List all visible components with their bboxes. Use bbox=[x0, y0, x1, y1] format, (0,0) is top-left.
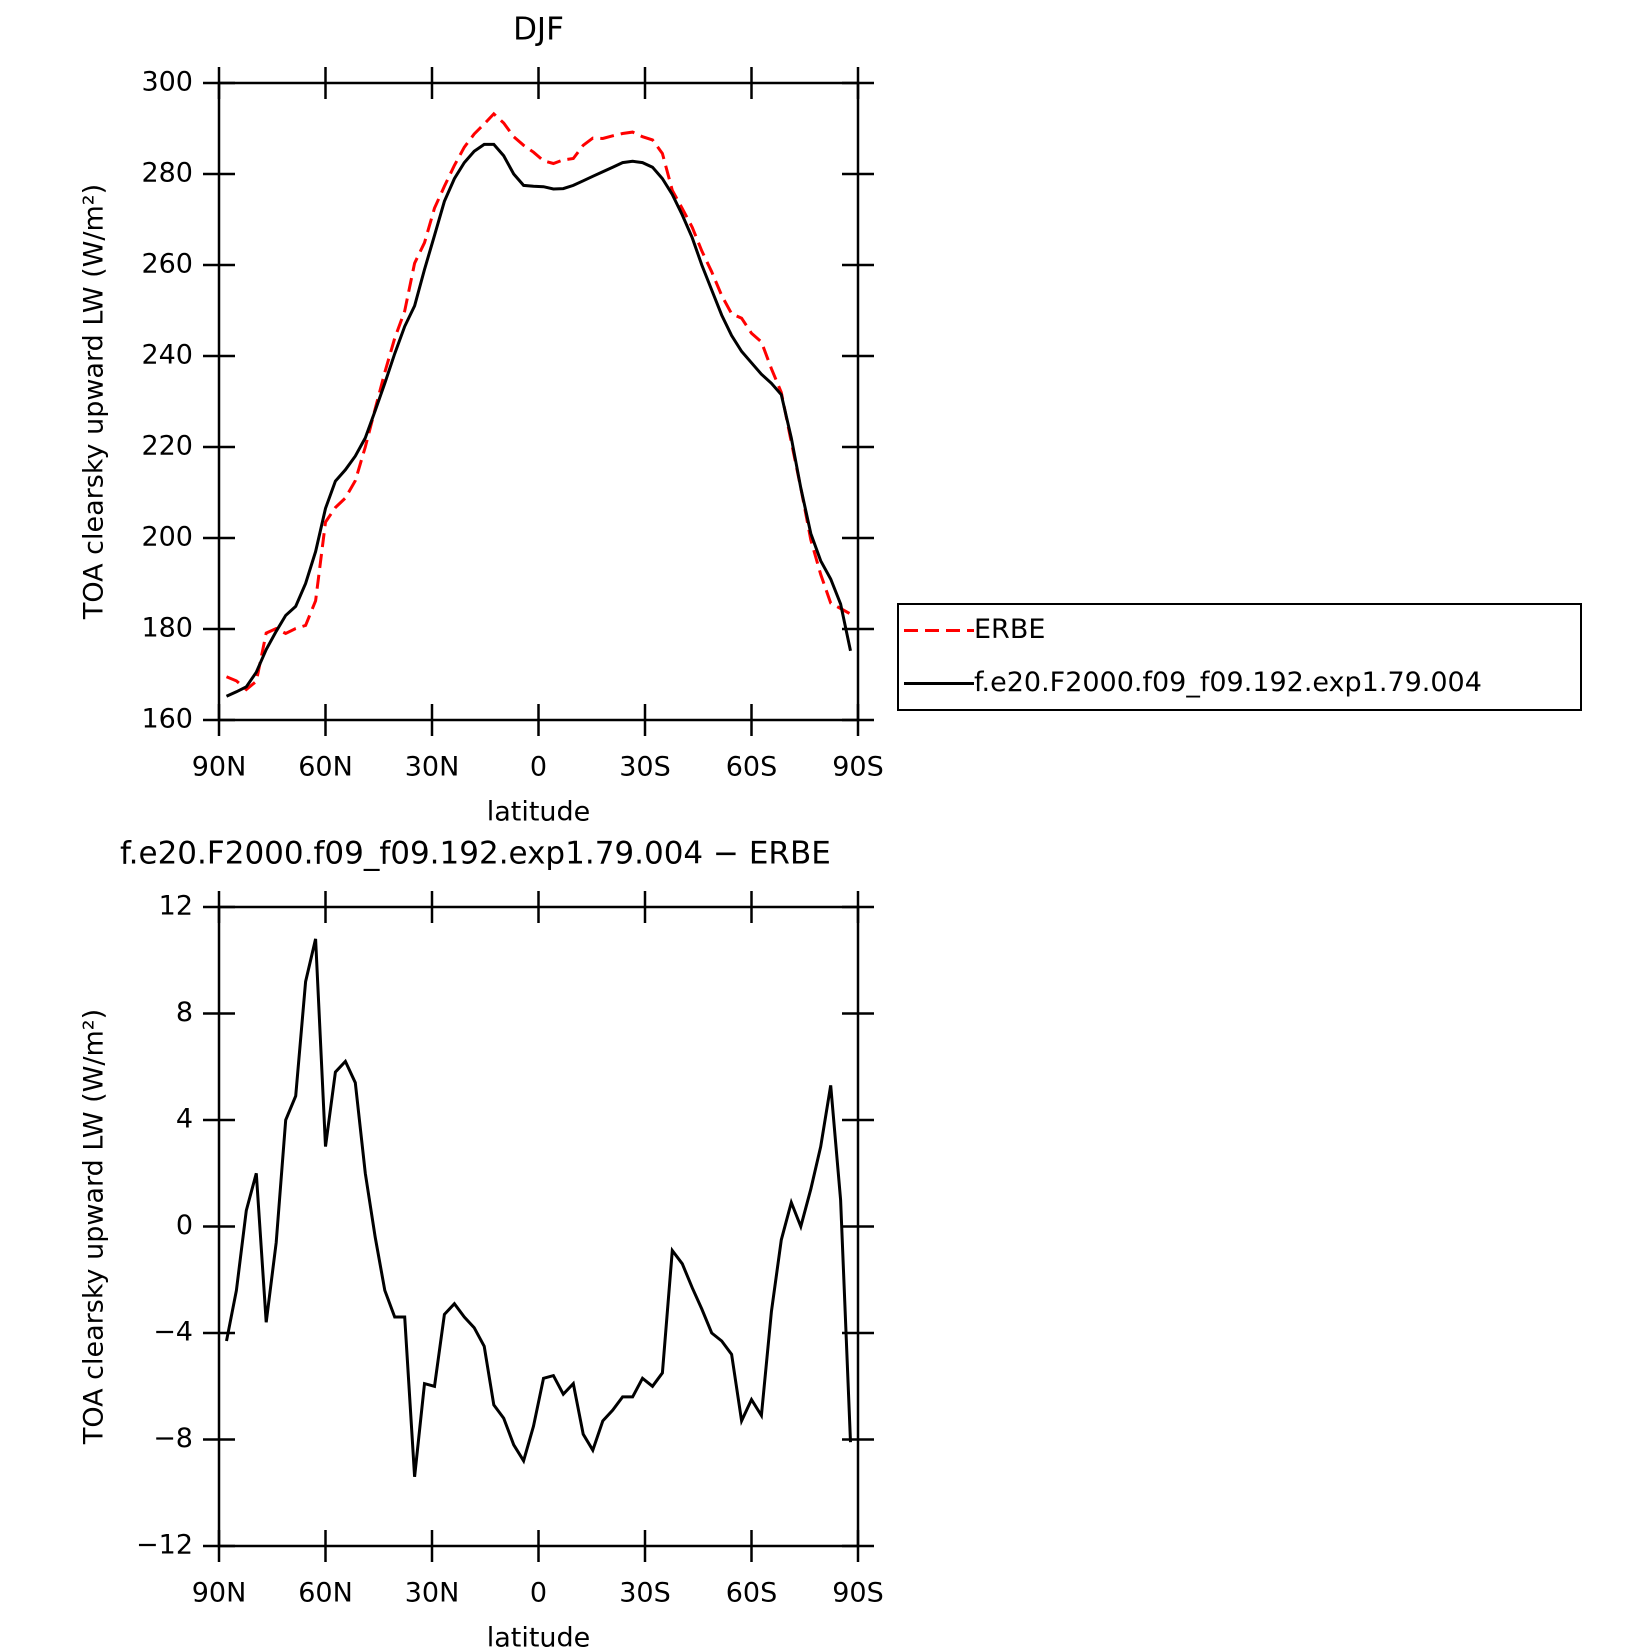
y-tick-label: 260 bbox=[141, 249, 193, 280]
x-axis-label: latitude bbox=[487, 1623, 591, 1652]
x-tick-label: 60N bbox=[298, 1578, 353, 1609]
plot-frame bbox=[217, 81, 860, 722]
x-tick-label: 60N bbox=[298, 752, 353, 783]
y-axis-label: TOA clearsky upward LW (W/m²) bbox=[79, 1009, 110, 1445]
x-tick-label: 0 bbox=[530, 1578, 547, 1609]
legend-box bbox=[897, 603, 1582, 711]
y-tick-label: −4 bbox=[153, 1317, 193, 1348]
x-tick-label: 0 bbox=[530, 752, 547, 783]
legend-label: ERBE bbox=[974, 614, 1045, 645]
legend-label: f.e20.F2000.f09_f09.192.exp1.79.004 bbox=[974, 667, 1482, 698]
y-tick-label: 180 bbox=[141, 613, 193, 644]
y-tick-label: 300 bbox=[141, 67, 193, 98]
data-line bbox=[225, 938, 852, 1477]
y-axis-label: TOA clearsky upward LW (W/m²) bbox=[79, 184, 110, 620]
x-tick-label: 90S bbox=[832, 752, 884, 783]
y-tick-label: 200 bbox=[141, 522, 193, 553]
x-tick-label: 30S bbox=[619, 1578, 671, 1609]
plot-frame bbox=[217, 905, 860, 1548]
x-tick-label: 90N bbox=[192, 1578, 247, 1609]
y-tick-label: 0 bbox=[176, 1210, 193, 1241]
y-tick-label: 280 bbox=[141, 158, 193, 189]
x-tick-label: 60S bbox=[726, 752, 778, 783]
y-tick-label: −8 bbox=[153, 1423, 193, 1454]
y-tick-label: 220 bbox=[141, 431, 193, 462]
y-tick-label: 4 bbox=[176, 1104, 193, 1135]
y-tick-label: 12 bbox=[159, 891, 193, 922]
x-tick-label: 30N bbox=[405, 752, 460, 783]
chart-title: DJF bbox=[513, 12, 564, 48]
data-line bbox=[225, 142, 852, 698]
y-tick-label: −12 bbox=[136, 1530, 193, 1561]
x-tick-label: 90N bbox=[192, 752, 247, 783]
x-tick-label: 30N bbox=[405, 1578, 460, 1609]
x-axis-label: latitude bbox=[487, 797, 591, 828]
x-tick-label: 90S bbox=[832, 1578, 884, 1609]
y-tick-label: 160 bbox=[141, 704, 193, 735]
x-tick-label: 60S bbox=[726, 1578, 778, 1609]
chart-title: f.e20.F2000.f09_f09.192.exp1.79.004 − ER… bbox=[120, 836, 831, 872]
x-tick-label: 30S bbox=[619, 752, 671, 783]
y-tick-label: 240 bbox=[141, 340, 193, 371]
data-line bbox=[225, 111, 852, 692]
y-tick-label: 8 bbox=[176, 997, 193, 1028]
